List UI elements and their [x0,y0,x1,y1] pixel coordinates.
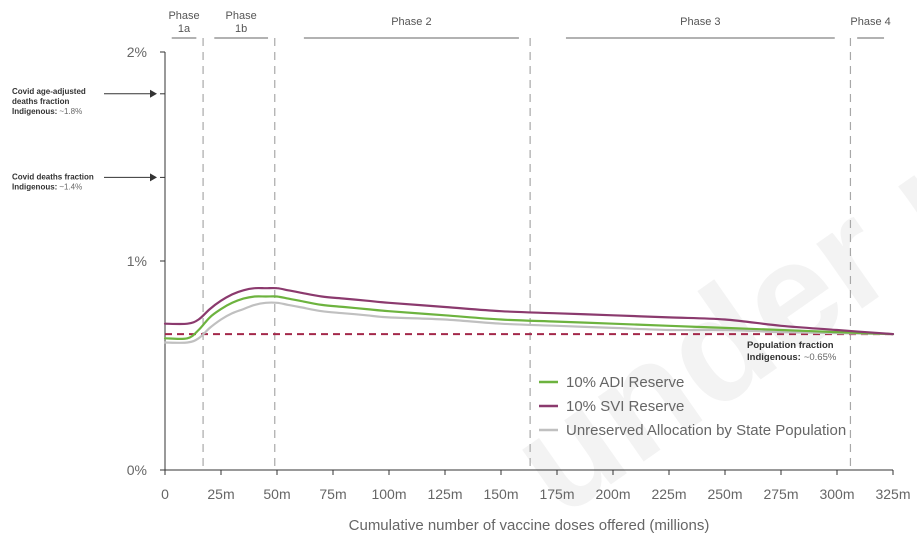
arrow-head-icon [150,173,157,182]
annotation-line1: Covid deaths fraction [12,172,94,181]
population-fraction-label: Population fraction [747,340,834,351]
population-fraction-value: ~0.65% [804,352,837,363]
x-tick-label: 25m [207,486,234,502]
x-tick-label: 50m [263,486,290,502]
series-line-unreserved-allocation-by-state-population [163,301,895,344]
watermark-text: under review [482,0,917,538]
x-tick-label: 175m [539,486,574,502]
x-tick-label: 275m [763,486,798,502]
phase-label-sub: 1b [235,23,247,35]
x-tick-label: 325m [875,486,910,502]
phase-label: Phase [168,10,199,22]
x-tick-label: 225m [651,486,686,502]
series-line-10-adi-reserve [163,295,895,341]
phase-label: Phase 4 [850,16,890,28]
x-tick-label: 150m [483,486,518,502]
x-tick-label: 250m [707,486,742,502]
population-fraction-sublabel: Indigenous: ~0.65% [747,352,837,363]
annotation-group: Indigenous: [12,107,57,116]
x-tick-label: 200m [595,486,630,502]
phase-label: Phase 2 [391,16,431,28]
population-fraction-group: Indigenous: [747,352,801,363]
phase-label: Phase [226,10,257,22]
y-tick-label: 2% [127,44,147,60]
annotation-value: ~1.4% [59,182,82,191]
x-tick-label: 0 [161,486,169,502]
series-line-10-svi-reserve [163,286,895,336]
x-axis-label: Cumulative number of vaccine doses offer… [349,517,710,534]
annotation-line3: Indigenous: ~1.8% [12,107,82,116]
annotation-line3: Indigenous: ~1.4% [12,182,82,191]
x-tick-label: 125m [427,486,462,502]
annotation-value: ~1.8% [59,107,82,116]
phase-label: Phase 3 [680,16,720,28]
legend-label-10-svi-reserve: 10% SVI Reserve [566,398,684,415]
phase-label-sub: 1a [178,23,191,35]
legend-label-unreserved-allocation-by-state-population: Unreserved Allocation by State Populatio… [566,422,846,439]
annotation-line2: deaths fraction [12,97,69,106]
x-tick-label: 300m [819,486,854,502]
annotation-group: Indigenous: [12,182,57,191]
x-tick-label: 75m [319,486,346,502]
annotation-line1: Covid age-adjusted [12,87,86,96]
y-tick-label: 1% [127,253,147,269]
x-tick-label: 100m [371,486,406,502]
legend-label-10-adi-reserve: 10% ADI Reserve [566,374,684,391]
arrow-head-icon [150,89,157,98]
y-tick-label: 0% [127,462,147,478]
